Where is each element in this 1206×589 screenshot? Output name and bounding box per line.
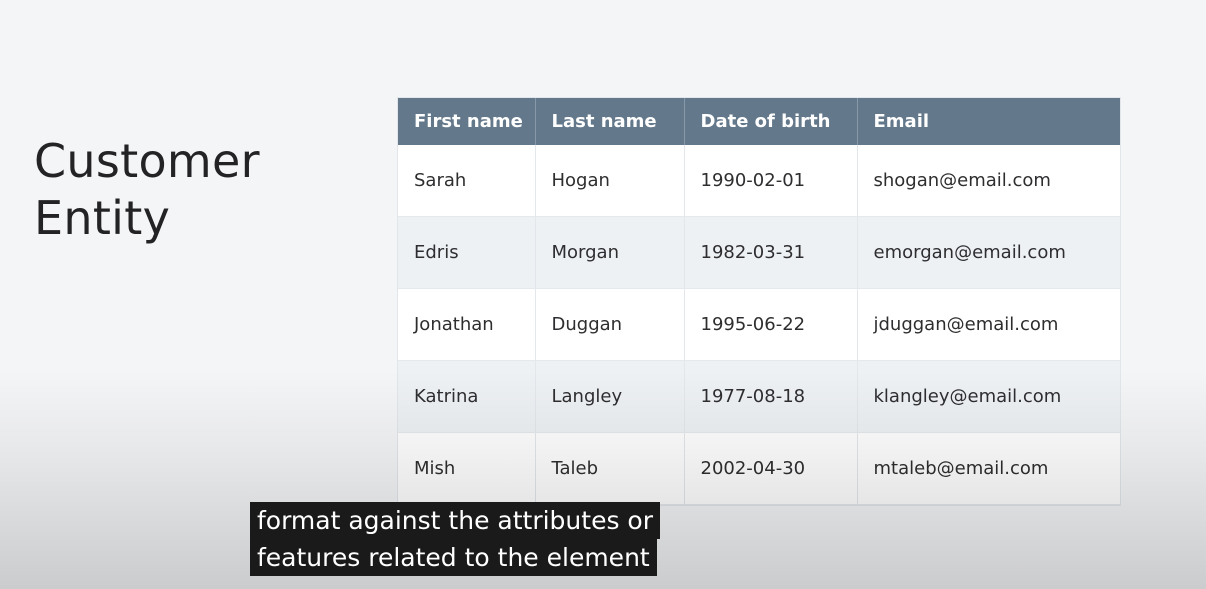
cell-email: emorgan@email.com [857, 216, 1120, 289]
column-header-first-name: First name [398, 98, 536, 145]
title-line-1: Customer [34, 134, 260, 188]
caption-line-2: features related to the element [250, 539, 657, 576]
cell-date-of-birth: 1982-03-31 [684, 216, 858, 289]
cell-last-name: Morgan [535, 216, 685, 289]
column-header-date-of-birth: Date of birth [684, 98, 858, 145]
cell-last-name: Langley [535, 360, 685, 433]
cell-last-name: Taleb [535, 432, 685, 505]
table-header-row: First name Last name Date of birth Email [398, 98, 1120, 145]
table-row: Sarah Hogan 1990-02-01 shogan@email.com [398, 145, 1120, 217]
cell-date-of-birth: 1977-08-18 [684, 360, 858, 433]
table-row: Edris Morgan 1982-03-31 emorgan@email.co… [398, 216, 1120, 289]
cell-date-of-birth: 1995-06-22 [684, 288, 858, 361]
title-line-2: Entity [34, 191, 171, 245]
table-row: Mish Taleb 2002-04-30 mtaleb@email.com [398, 432, 1120, 505]
caption-line-1: format against the attributes or [250, 502, 660, 539]
video-caption: format against the attributes or feature… [250, 502, 660, 576]
cell-email: jduggan@email.com [857, 288, 1120, 361]
column-header-last-name: Last name [535, 98, 685, 145]
table-row: Jonathan Duggan 1995-06-22 jduggan@email… [398, 288, 1120, 361]
customer-table: First name Last name Date of birth Email… [398, 98, 1120, 505]
column-header-email: Email [857, 98, 1120, 145]
cell-last-name: Duggan [535, 288, 685, 361]
cell-email: mtaleb@email.com [857, 432, 1120, 505]
cell-first-name: Katrina [398, 360, 536, 433]
cell-last-name: Hogan [535, 145, 685, 217]
cell-email: klangley@email.com [857, 360, 1120, 433]
cell-first-name: Sarah [398, 145, 536, 217]
page-title: Customer Entity [34, 133, 260, 247]
cell-first-name: Mish [398, 432, 536, 505]
cell-date-of-birth: 2002-04-30 [684, 432, 858, 505]
table-row: Katrina Langley 1977-08-18 klangley@emai… [398, 360, 1120, 433]
cell-email: shogan@email.com [857, 145, 1120, 217]
cell-first-name: Jonathan [398, 288, 536, 361]
cell-date-of-birth: 1990-02-01 [684, 145, 858, 217]
cell-first-name: Edris [398, 216, 536, 289]
